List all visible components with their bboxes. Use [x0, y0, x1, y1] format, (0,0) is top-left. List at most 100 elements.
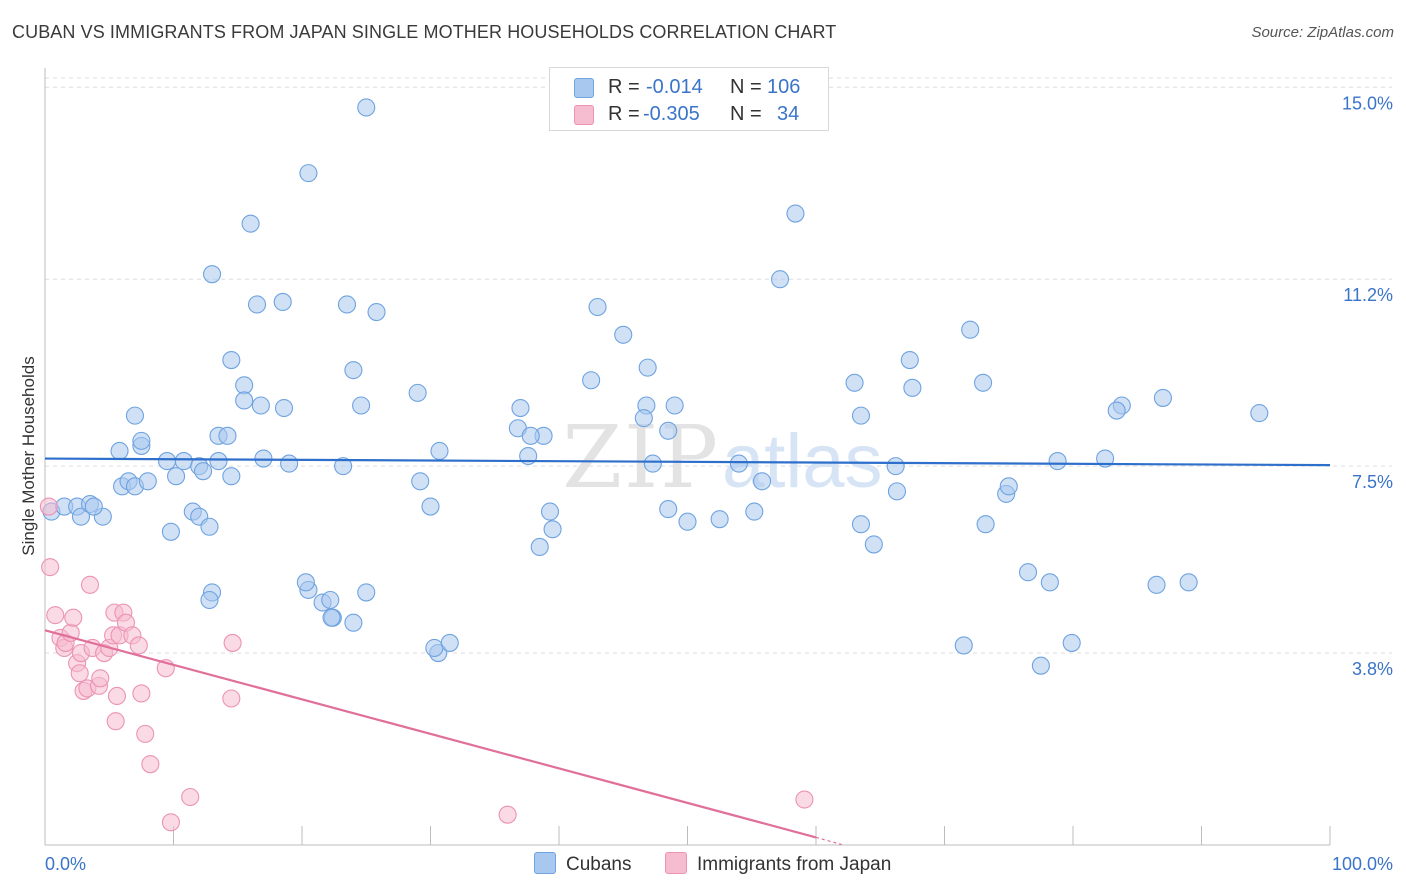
japan-point: [222, 689, 241, 708]
y-tick-label: 15.0%: [1342, 93, 1393, 113]
n-label: N =: [730, 103, 762, 125]
cubans-point: [729, 454, 748, 473]
legend-item-japan: Immigrants from Japan: [665, 852, 891, 876]
cubans-point: [84, 497, 103, 516]
cubans-point: [638, 358, 657, 377]
cubans-point: [194, 462, 213, 481]
cubans-point: [299, 164, 318, 183]
cubans-point: [973, 373, 993, 392]
cubans-point: [961, 320, 980, 339]
cubans-point: [222, 350, 241, 370]
cubans-point: [903, 378, 922, 397]
japan-point: [129, 636, 148, 655]
japan-point: [41, 558, 60, 577]
cubans-point: [222, 467, 241, 486]
cubans-point: [900, 350, 919, 370]
cubans-point: [1062, 633, 1081, 652]
cubans-point: [296, 573, 315, 592]
cubans-point: [540, 502, 560, 521]
cubans-point: [421, 497, 440, 516]
cubans-point: [887, 482, 907, 501]
cubans-point: [161, 522, 180, 541]
cubans-point: [158, 452, 177, 471]
grid-lines: [45, 77, 1392, 654]
cubans-point: [1179, 573, 1198, 592]
cubans-point: [218, 426, 237, 445]
cubans-point: [1107, 401, 1126, 420]
cubans-point: [665, 396, 684, 415]
trend-lines: [44, 457, 1331, 846]
japan-trend-line: [44, 629, 817, 839]
cubans-point: [851, 515, 871, 534]
cubans-point: [280, 454, 299, 473]
cubans-point: [786, 204, 805, 223]
japan-point: [39, 497, 58, 516]
cubans-point: [845, 373, 864, 392]
cubans-point: [1096, 449, 1115, 468]
x-tick-label-max: 100.0%: [1332, 854, 1393, 874]
cubans-point: [954, 636, 973, 655]
japan-point: [795, 790, 814, 809]
japan-point: [107, 686, 127, 706]
cubans-point: [241, 214, 260, 233]
cubans-point: [521, 426, 540, 445]
cubans-point: [71, 507, 91, 526]
japan-point: [64, 608, 83, 627]
cubans-point: [357, 583, 376, 602]
cubans-point: [337, 295, 357, 314]
japan-point: [498, 805, 517, 824]
cubans-point: [425, 638, 444, 658]
cubans-point: [352, 396, 371, 415]
cubans-point: [209, 452, 228, 471]
cubans-point: [864, 535, 883, 554]
japan-swatch-icon: [574, 105, 594, 125]
r-label: R =: [608, 103, 640, 125]
japan-trend-extension: [815, 836, 842, 846]
cubans-point: [634, 409, 653, 428]
cubans-point: [274, 398, 294, 418]
r-value: -0.305: [643, 103, 700, 125]
axes: [44, 68, 1331, 846]
cubans-point: [851, 406, 871, 425]
y-tick-label: 11.2%: [1343, 285, 1393, 305]
y-axis-label: Single Mother Households: [19, 356, 38, 555]
japan-point: [161, 813, 180, 832]
cubans-point: [273, 292, 292, 312]
data-points: [39, 98, 1269, 832]
chart-source: Source: ZipAtlas.com: [1251, 24, 1394, 41]
n-value: 34: [777, 103, 800, 125]
cubans-point: [643, 454, 662, 473]
cubans-point: [659, 500, 678, 519]
cubans-point: [1031, 656, 1050, 675]
japan-point: [141, 755, 160, 774]
cubans-point: [710, 510, 729, 529]
cubans-point: [247, 295, 267, 314]
stats-legend: R = -0.014 N = 106 R = -0.305 N = 34: [549, 67, 829, 131]
cubans-point: [430, 441, 449, 461]
cubans-point: [110, 441, 129, 461]
japan-legend-icon: [665, 852, 687, 874]
japan-point: [223, 633, 242, 652]
n-value: 106: [767, 76, 801, 98]
cubans-point: [235, 376, 254, 395]
legend-label-japan: Immigrants from Japan: [697, 854, 892, 875]
r-label: R =: [608, 76, 640, 98]
x-tick-label-min: 0.0%: [45, 854, 86, 874]
japan-point: [181, 787, 200, 807]
y-tick-label: 7.5%: [1352, 472, 1393, 492]
cubans-swatch-icon: [574, 78, 594, 98]
cubans-point: [235, 391, 254, 410]
cubans-point: [1250, 404, 1269, 423]
cubans-point: [344, 613, 363, 632]
japan-point: [106, 712, 125, 731]
cubans-point: [745, 502, 764, 521]
cubans-point: [408, 383, 427, 402]
japan-point: [70, 664, 89, 683]
watermark: ZIP atlas: [562, 408, 882, 508]
cubans-point: [200, 590, 219, 610]
cubans-point: [203, 265, 222, 284]
cubans-point: [200, 517, 219, 536]
japan-point: [132, 684, 151, 703]
legend-row-cubans: R = -0.014 N = 106: [550, 74, 828, 102]
